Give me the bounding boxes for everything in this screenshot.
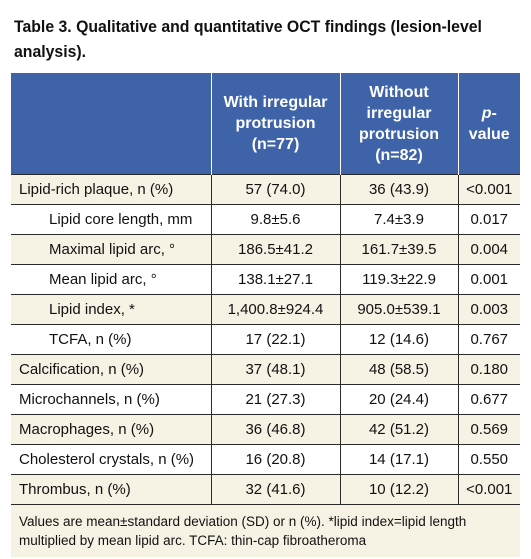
cell-with: 186.5±41.2 — [210, 234, 340, 265]
table-header: With irregular protrusion (n=77) Without… — [11, 73, 520, 175]
row-label: TCFA, n (%) — [11, 324, 211, 355]
table-row: Microchannels, n (%) 21 (27.3) 20 (24.4)… — [11, 384, 520, 415]
row-label: Macrophages, n (%) — [11, 414, 211, 445]
cell-without: 20 (24.4) — [339, 384, 458, 415]
table-body: Lipid-rich plaque, n (%) 57 (74.0) 36 (4… — [11, 174, 520, 557]
cell-without: 48 (58.5) — [339, 354, 458, 385]
cell-without: 119.3±22.9 — [339, 264, 458, 295]
table-row: Mean lipid arc, ° 138.1±27.1 119.3±22.9 … — [11, 264, 520, 295]
cell-p: 0.003 — [457, 294, 520, 325]
table-row: Lipid index, * 1,400.8±924.4 905.0±539.1… — [11, 294, 520, 325]
header-p-italic: p — [481, 104, 492, 122]
cell-without: 161.7±39.5 — [339, 234, 458, 265]
cell-p: 0.767 — [457, 324, 520, 355]
table-row: TCFA, n (%) 17 (22.1) 12 (14.6) 0.767 — [11, 324, 520, 355]
cell-with: 1,400.8±924.4 — [210, 294, 340, 325]
cell-with: 17 (22.1) — [210, 324, 340, 355]
cell-p: 0.017 — [457, 204, 520, 235]
row-label: Lipid core length, mm — [11, 204, 211, 235]
cell-with: 138.1±27.1 — [210, 264, 340, 295]
cell-p: <0.001 — [457, 174, 520, 205]
cell-with: 9.8±5.6 — [210, 204, 340, 235]
table-row: Macrophages, n (%) 36 (46.8) 42 (51.2) 0… — [11, 414, 520, 445]
cell-without: 42 (51.2) — [339, 414, 458, 445]
header-row: With irregular protrusion (n=77) Without… — [11, 73, 520, 175]
cell-without: 36 (43.9) — [339, 174, 458, 205]
cell-with: 32 (41.6) — [210, 474, 340, 505]
cell-with: 37 (48.1) — [210, 354, 340, 385]
row-label: Calcification, n (%) — [11, 354, 211, 385]
cell-without: 10 (12.2) — [339, 474, 458, 505]
cell-with: 21 (27.3) — [210, 384, 340, 415]
header-p-value: p-value — [457, 73, 520, 175]
table-row: Calcification, n (%) 37 (48.1) 48 (58.5)… — [11, 354, 520, 385]
row-label: Lipid index, * — [11, 294, 211, 325]
cell-p: 0.550 — [457, 444, 520, 475]
header-with-protrusion: With irregular protrusion (n=77) — [210, 73, 340, 175]
cell-without: 905.0±539.1 — [339, 294, 458, 325]
header-empty — [11, 73, 211, 175]
header-without-protrusion: Without irregular protrusion (n=82) — [339, 73, 458, 175]
cell-p: 0.001 — [457, 264, 520, 295]
header-p-rest: -value — [468, 104, 510, 143]
row-label: Thrombus, n (%) — [11, 474, 211, 505]
row-label: Mean lipid arc, ° — [11, 264, 211, 295]
row-label: Cholesterol crystals, n (%) — [11, 444, 211, 475]
row-label: Maximal lipid arc, ° — [11, 234, 211, 265]
cell-p: 0.569 — [457, 414, 520, 445]
cell-with: 57 (74.0) — [210, 174, 340, 205]
table-caption: Table 3. Qualitative and quantitative OC… — [14, 17, 482, 61]
cell-without: 14 (17.1) — [339, 444, 458, 475]
table-row: Lipid core length, mm 9.8±5.6 7.4±3.9 0.… — [11, 204, 520, 235]
table-row: Lipid-rich plaque, n (%) 57 (74.0) 36 (4… — [11, 174, 520, 205]
cell-with: 36 (46.8) — [210, 414, 340, 445]
table-footnote: Values are mean±standard deviation (SD) … — [11, 504, 520, 557]
findings-table: With irregular protrusion (n=77) Without… — [11, 73, 520, 557]
row-label: Lipid-rich plaque, n (%) — [11, 174, 211, 205]
cell-p: <0.001 — [457, 474, 520, 505]
cell-p: 0.004 — [457, 234, 520, 265]
cell-without: 7.4±3.9 — [339, 204, 458, 235]
cell-p: 0.677 — [457, 384, 520, 415]
cell-with: 16 (20.8) — [210, 444, 340, 475]
cell-p: 0.180 — [457, 354, 520, 385]
table-row: Thrombus, n (%) 32 (41.6) 10 (12.2) <0.0… — [11, 474, 520, 505]
row-label: Microchannels, n (%) — [11, 384, 211, 415]
cell-without: 12 (14.6) — [339, 324, 458, 355]
footnote-row: Values are mean±standard deviation (SD) … — [11, 504, 520, 557]
table-row: Cholesterol crystals, n (%) 16 (20.8) 14… — [11, 444, 520, 475]
table-row: Maximal lipid arc, ° 186.5±41.2 161.7±39… — [11, 234, 520, 265]
